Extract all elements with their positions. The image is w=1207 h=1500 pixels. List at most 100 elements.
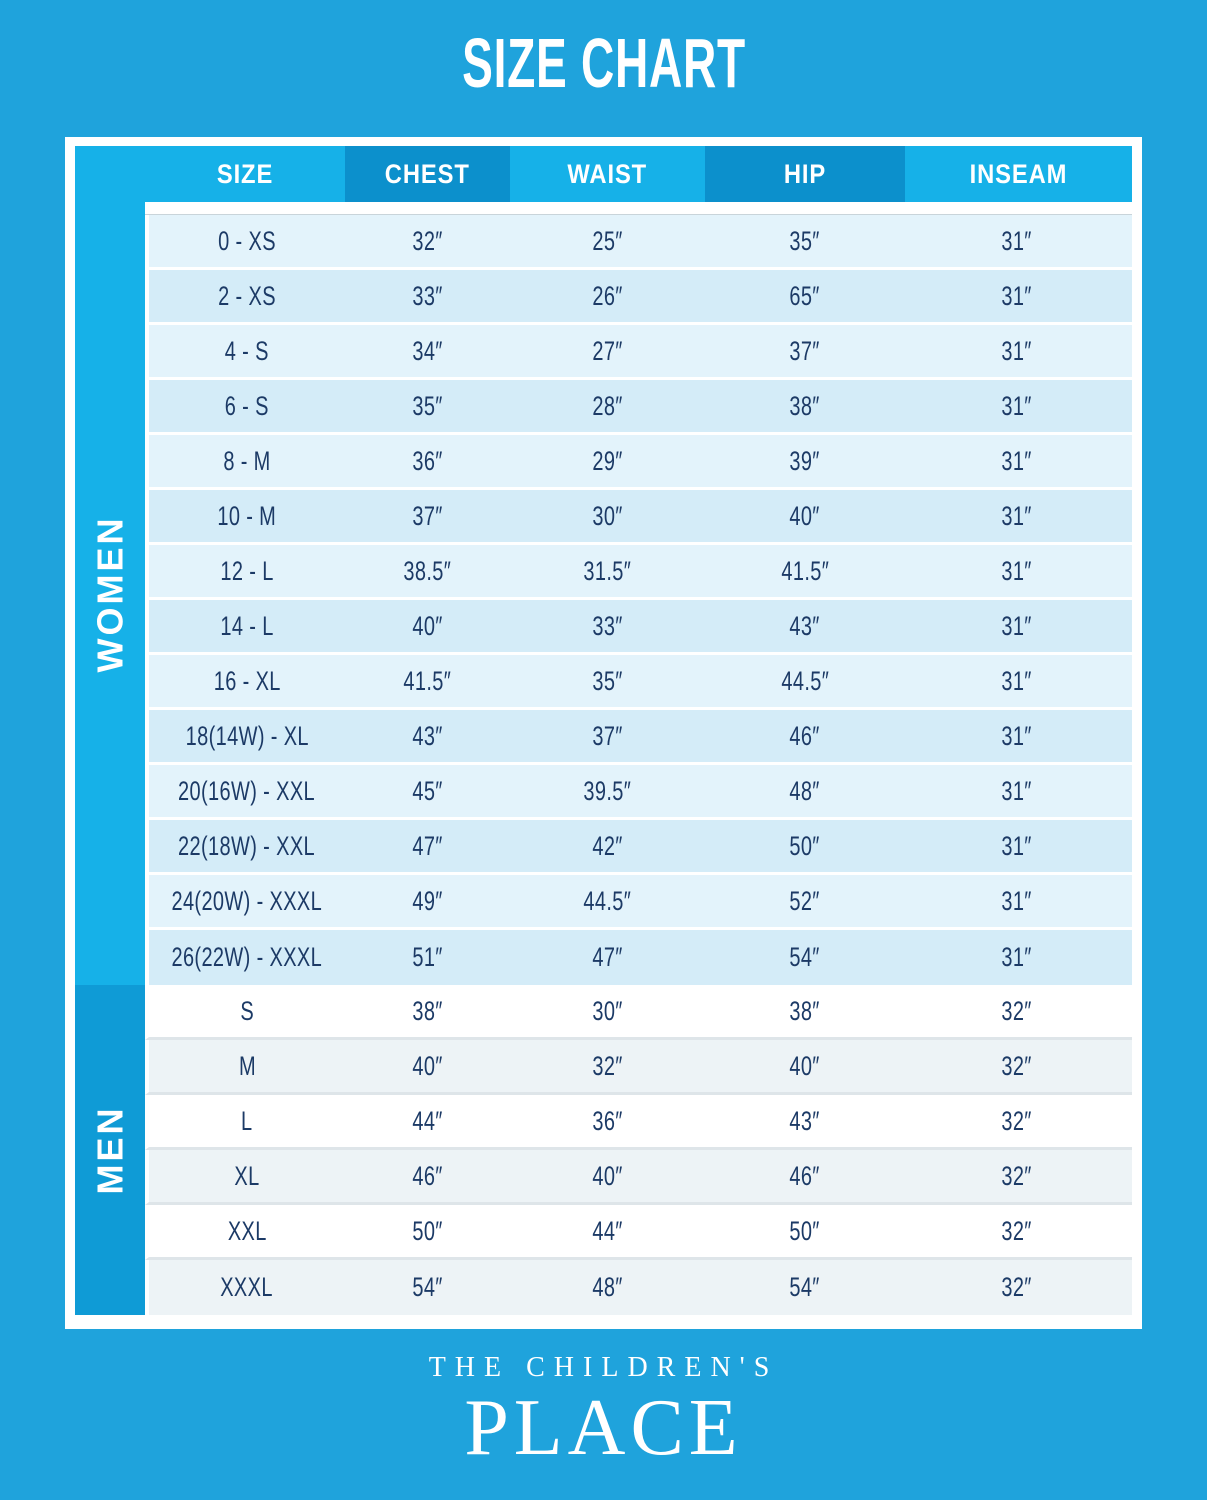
cell-hip: 50″ (789, 830, 821, 861)
cell-size: 8 - M (223, 445, 271, 476)
cell-size: 6 - S (224, 390, 270, 421)
cell-chest: 43″ (412, 720, 443, 751)
table-row: 8 - M 36″ 29″ 39″ 31″ (145, 435, 1132, 490)
cell-waist: 33″ (592, 610, 623, 641)
cell-inseam: 31″ (1001, 775, 1032, 806)
cell-chest: 35″ (412, 390, 443, 421)
cell-size: 4 - S (224, 335, 270, 366)
cell-chest: 38″ (412, 995, 443, 1026)
column-header-inseam-label: INSEAM (969, 158, 1068, 189)
column-header-hip: HIP (705, 146, 905, 202)
cell-waist: 37″ (592, 720, 623, 751)
table-row: M 40″ 32″ 40″ 32″ (145, 1040, 1132, 1095)
cell-size: XL (234, 1160, 260, 1191)
table-row: 14 - L 40″ 33″ 43″ 31″ (145, 600, 1132, 655)
table-row: 26(22W) - XXXL 51″ 47″ 54″ 31″ (145, 930, 1132, 985)
cell-waist: 44″ (592, 1215, 623, 1246)
brand-name-top: THE CHILDREN'S (428, 1352, 779, 1383)
cell-inseam: 31″ (1001, 500, 1032, 531)
cell-hip: 54″ (789, 942, 821, 972)
cell-inseam: 31″ (1001, 830, 1032, 861)
cell-size: 24(20W) - XXXL (171, 885, 323, 916)
cell-inseam: 32″ (1001, 1272, 1032, 1302)
cell-size: 2 - XS (218, 280, 276, 311)
column-header-inseam: INSEAM (905, 146, 1132, 202)
cell-size: 20(16W) - XXL (178, 775, 316, 806)
cell-waist: 30″ (592, 500, 623, 531)
women-rows: 0 - XS 32″ 25″ 35″ 31″ 2 - XS 33″ 26″ 65… (145, 215, 1132, 985)
cell-chest: 54″ (412, 1272, 443, 1302)
cell-inseam: 31″ (1001, 390, 1032, 421)
men-section-band: MEN (75, 985, 145, 1315)
brand-logo: THE CHILDREN'S PLACE (0, 1352, 1207, 1468)
cell-chest: 38.5″ (403, 555, 452, 586)
cell-chest: 51″ (412, 942, 443, 972)
cell-chest: 40″ (412, 1050, 443, 1081)
cell-chest: 45″ (412, 775, 443, 806)
cell-waist: 31.5″ (583, 555, 632, 586)
cell-waist: 26″ (592, 280, 623, 311)
cell-chest: 37″ (412, 500, 443, 531)
column-header-waist: WAIST (510, 146, 705, 202)
cell-inseam: 31″ (1001, 720, 1032, 751)
cell-chest: 44″ (412, 1105, 443, 1136)
header-band-spacer (75, 146, 145, 202)
table-row: 12 - L 38.5″ 31.5″ 41.5″ 31″ (145, 545, 1132, 600)
column-header-size: SIZE (145, 146, 345, 202)
cell-size: S (240, 995, 254, 1026)
table-row: 22(18W) - XXL 47″ 42″ 50″ 31″ (145, 820, 1132, 875)
cell-waist: 27″ (592, 335, 623, 366)
table-row: 2 - XS 33″ 26″ 65″ 31″ (145, 270, 1132, 325)
cell-waist: 42″ (592, 830, 623, 861)
table-row: XL 46″ 40″ 46″ 32″ (145, 1150, 1132, 1205)
men-section: MEN S 38″ 30″ 38″ 32″ M 40″ 32″ 40″ 32″ … (75, 985, 1132, 1315)
cell-size: L (241, 1105, 253, 1136)
cell-size: 18(14W) - XL (185, 720, 309, 751)
cell-size: 22(18W) - XXL (178, 830, 316, 861)
women-section: WOMEN 0 - XS 32″ 25″ 35″ 31″ 2 - XS 33″ … (75, 202, 1132, 985)
cell-waist: 28″ (592, 390, 623, 421)
cell-hip: 37″ (789, 335, 821, 366)
size-chart-frame: SIZE CHEST WAIST HIP INSEAM WOMEN 0 - XS… (65, 137, 1142, 1329)
cell-size: 14 - L (220, 610, 274, 641)
cell-inseam: 32″ (1001, 1105, 1032, 1136)
cell-hip: 46″ (789, 720, 821, 751)
cell-inseam: 32″ (1001, 1050, 1032, 1081)
page-title: SIZE CHART (0, 24, 1207, 102)
cell-size: 0 - XS (218, 225, 276, 256)
column-header-waist-label: WAIST (567, 158, 648, 189)
cell-size: XXL (227, 1215, 267, 1246)
cell-hip: 43″ (789, 1105, 821, 1136)
cell-inseam: 31″ (1001, 610, 1032, 641)
cell-size: 10 - M (217, 500, 277, 531)
cell-inseam: 31″ (1001, 445, 1032, 476)
cell-hip: 46″ (789, 1160, 821, 1191)
table-row: S 38″ 30″ 38″ 32″ (145, 985, 1132, 1040)
table-row: XXXL 54″ 48″ 54″ 32″ (145, 1260, 1132, 1315)
women-section-label: WOMEN (89, 515, 131, 672)
cell-hip: 35″ (789, 225, 821, 256)
cell-chest: 49″ (412, 885, 443, 916)
table-row: L 44″ 36″ 43″ 32″ (145, 1095, 1132, 1150)
table-row: 4 - S 34″ 27″ 37″ 31″ (145, 325, 1132, 380)
cell-waist: 39.5″ (583, 775, 632, 806)
cell-inseam: 32″ (1001, 1160, 1032, 1191)
cell-inseam: 31″ (1001, 335, 1032, 366)
brand-name-bottom: PLACE (464, 1384, 743, 1472)
cell-chest: 36″ (412, 445, 443, 476)
table-row: 18(14W) - XL 43″ 37″ 46″ 31″ (145, 710, 1132, 765)
cell-waist: 40″ (592, 1160, 623, 1191)
cell-waist: 32″ (592, 1050, 623, 1081)
cell-waist: 36″ (592, 1105, 623, 1136)
cell-waist: 25″ (592, 225, 623, 256)
cell-inseam: 31″ (1001, 942, 1032, 972)
column-header-chest: CHEST (345, 146, 510, 202)
cell-chest: 33″ (412, 280, 443, 311)
cell-inseam: 31″ (1001, 225, 1032, 256)
women-section-band: WOMEN (75, 202, 145, 985)
cell-inseam: 32″ (1001, 1215, 1032, 1246)
cell-waist: 30″ (592, 995, 623, 1026)
cell-waist: 44.5″ (583, 885, 632, 916)
table-row: 24(20W) - XXXL 49″ 44.5″ 52″ 31″ (145, 875, 1132, 930)
